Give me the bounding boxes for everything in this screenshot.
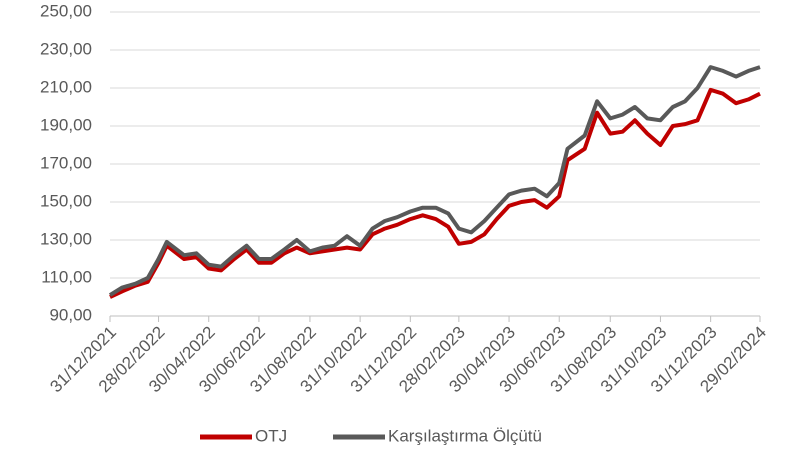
legend-label: OTJ bbox=[255, 426, 287, 445]
y-tick-label: 90,00 bbox=[49, 305, 92, 324]
series-line bbox=[108, 65, 761, 297]
y-tick-label: 110,00 bbox=[41, 267, 92, 286]
y-tick-label: 250,00 bbox=[40, 1, 92, 20]
y-tick-label: 230,00 bbox=[40, 39, 92, 58]
y-tick-label: 210,00 bbox=[40, 77, 92, 96]
y-tick-label: 130,00 bbox=[40, 229, 92, 248]
legend-label: Karşılaştırma Ölçütü bbox=[388, 426, 542, 445]
y-tick-label: 170,00 bbox=[40, 153, 92, 172]
y-tick-label: 190,00 bbox=[40, 115, 92, 134]
series-line bbox=[109, 87, 761, 299]
y-tick-label: 150,00 bbox=[40, 191, 92, 210]
